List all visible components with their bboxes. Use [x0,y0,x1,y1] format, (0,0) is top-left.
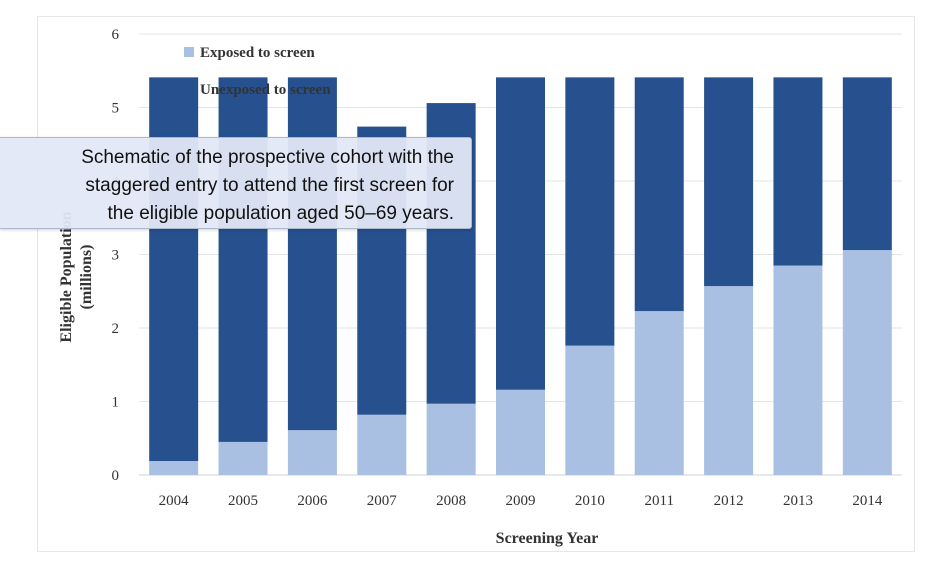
x-axis-title: Screening Year [496,530,599,547]
y-axis-ticks: 0123456 [112,27,120,484]
bar-exposed [426,403,476,475]
bar-unexposed [496,77,545,390]
legend-label-unexposed: Unexposed to screen [200,82,331,98]
y-tick-label: 6 [112,27,120,43]
legend-swatch-unexposed [184,84,194,94]
bar-exposed [496,389,545,475]
x-tick-label: 2010 [575,493,605,509]
bar-unexposed [287,77,337,431]
bar-exposed [634,311,684,475]
bar-exposed [704,286,754,475]
bar-exposed [773,265,823,475]
y-tick-label: 3 [112,248,120,264]
x-tick-label: 2009 [506,493,536,509]
bar-exposed [565,345,615,475]
y-tick-label: 2 [112,321,120,337]
legend-swatch-exposed [184,47,194,57]
bar-unexposed [704,77,754,287]
bar-exposed [287,430,337,475]
figure-caption-tooltip: Schematic of the prospective cohort with… [0,137,472,229]
tooltip-text: Schematic of the prospective cohort with… [81,147,454,224]
y-tick-label: 5 [112,101,120,117]
x-tick-label: 2006 [297,493,328,509]
chart-panel: 0123456 20042005200620072008200920102011… [37,16,915,552]
bar-exposed [149,461,199,475]
x-tick-label: 2014 [852,493,883,509]
stacked-bar-chart: 0123456 20042005200620072008200920102011… [58,27,902,547]
bar-unexposed [773,77,823,266]
bar-unexposed [149,77,199,462]
bar-unexposed [565,77,615,346]
bar-unexposed [634,77,684,312]
y-tick-label: 0 [112,468,120,484]
legend-label-exposed: Exposed to screen [200,45,315,61]
bar-unexposed [842,77,892,251]
x-tick-label: 2011 [645,493,674,509]
legend: Exposed to screen Unexposed to screen [184,45,331,98]
bar-exposed [842,250,892,475]
x-tick-label: 2007 [367,493,398,509]
x-tick-label: 2012 [714,493,744,509]
x-axis-ticks: 2004 2005 2006 2007 2008 2009 2010 2011 2012 2013… [159,493,883,509]
y-tick-label: 1 [112,395,120,411]
x-tick-label: 2013 [783,493,813,509]
bar-exposed [357,414,407,475]
y-axis-title: Eligible Population (millions) [58,211,95,342]
x-tick-label: 2008 [436,493,466,509]
bar-exposed [218,441,268,475]
x-tick-label: 2005 [228,493,258,509]
x-tick-label: 2004 [159,493,190,509]
bar-unexposed [218,77,268,442]
bars [149,77,892,475]
